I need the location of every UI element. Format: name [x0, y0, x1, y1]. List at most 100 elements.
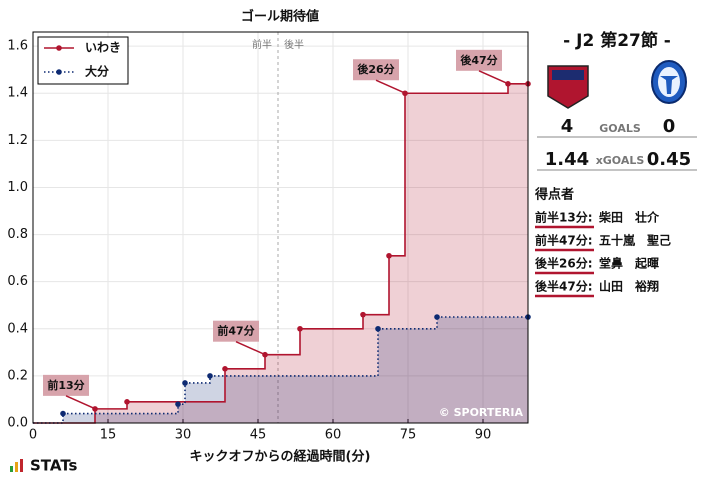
marker — [92, 406, 98, 412]
y-tick-label: 0.2 — [7, 368, 28, 383]
y-tick-label: 0.4 — [7, 321, 28, 336]
annotation-label: 後26分 — [357, 62, 394, 76]
area-step — [95, 408, 127, 423]
annotation-box — [43, 374, 89, 396]
y-tick-label: 1.0 — [7, 180, 28, 195]
legend-label: いわき — [85, 41, 121, 55]
step-line — [210, 328, 379, 377]
area-step — [185, 382, 210, 423]
marker — [402, 90, 408, 97]
annotation-arrow — [235, 341, 264, 355]
x-tick-label: 90 — [475, 428, 492, 443]
area-step — [389, 255, 405, 423]
step-line — [265, 328, 301, 356]
scorer-name: 五十嵐 聖己 — [599, 233, 671, 248]
stats-logo-text: STATs — [30, 457, 78, 475]
scorer-time: 前半13分: — [535, 210, 593, 225]
legend-frame — [37, 36, 129, 85]
area-step — [363, 314, 389, 423]
annotation-label: 後47分 — [460, 53, 497, 67]
marker — [207, 373, 213, 379]
chart-title: ゴール期待値 — [241, 9, 319, 25]
annotation-label: 前47分 — [217, 324, 254, 338]
halftime-label: 前半 — [252, 38, 272, 51]
area-step — [225, 368, 265, 423]
away-xgoals: 0.45 — [647, 149, 691, 170]
step-line — [363, 255, 390, 316]
step-line — [178, 382, 186, 405]
y-tick-label: 1.2 — [7, 133, 28, 148]
y-tick-label: 0.8 — [7, 227, 28, 242]
x-tick-label: 45 — [250, 428, 267, 443]
legend-label: 大分 — [85, 64, 109, 79]
area-step — [127, 401, 225, 423]
y-tick-label: 0.0 — [7, 416, 28, 431]
annotation-arrow — [65, 395, 94, 409]
annotation-box — [213, 320, 259, 342]
legend-marker — [56, 45, 62, 51]
step-line — [225, 354, 266, 370]
marker — [360, 311, 366, 318]
area-step — [378, 328, 437, 423]
goals-label: GOALS — [599, 122, 641, 135]
x-tick-label: 60 — [325, 428, 342, 443]
marker — [60, 410, 66, 417]
marker — [182, 380, 188, 386]
marker — [124, 399, 130, 405]
x-tick-label: 30 — [175, 428, 192, 443]
y-tick-label: 0.6 — [7, 274, 28, 289]
marker — [386, 252, 392, 259]
x-tick-label: 15 — [100, 428, 117, 443]
home-xgoals: 1.44 — [545, 149, 589, 170]
y-tick-label: 1.6 — [7, 39, 28, 54]
home-goals: 4 — [561, 116, 574, 137]
step-line — [405, 83, 509, 95]
home-logo — [547, 65, 589, 109]
scorer-time: 前半47分: — [535, 233, 593, 248]
scorer-name: 柴田 壮介 — [598, 210, 660, 225]
area-step — [63, 413, 178, 423]
stats-logo: STATs — [10, 457, 78, 475]
scorer-time: 後半26分: — [535, 256, 593, 271]
marker — [375, 325, 381, 332]
scorer-name: 堂鼻 起暉 — [599, 256, 659, 271]
scorer-time: 後半47分: — [535, 279, 593, 294]
area-step — [210, 375, 378, 423]
step-line — [33, 413, 64, 424]
x-axis-label: キックオフからの経過時間(分) — [190, 449, 371, 465]
plot-frame — [32, 31, 529, 424]
step-line — [389, 93, 406, 257]
annotation-box — [456, 49, 502, 71]
y-tick-label: 1.4 — [7, 86, 28, 101]
plot-area: 0.0 0.2 0.4 0.6 0.8 1.0 1.2 1.4 1.6 0 15 30 45 60 75 90… — [7, 31, 531, 443]
area-step — [265, 354, 300, 423]
scorers-title: 得点者 — [534, 187, 574, 203]
step-line — [127, 368, 226, 403]
x-tick-label: 0 — [29, 428, 37, 443]
marker — [175, 401, 181, 407]
area-step — [508, 83, 528, 423]
area-step — [405, 93, 508, 423]
marker — [505, 81, 511, 87]
annotation-label: 前13分 — [47, 378, 84, 392]
area-step — [437, 317, 528, 423]
marker — [262, 351, 268, 358]
step-line — [63, 404, 179, 415]
legend-marker — [56, 69, 62, 75]
annotation-arrow — [375, 79, 404, 93]
step-line — [185, 375, 211, 384]
xgoals-label: xGOALS — [596, 154, 645, 167]
annotation-arrow — [478, 70, 507, 84]
match-title: - J2 第27節 - — [563, 30, 671, 51]
scorer-name: 山田 裕翔 — [599, 279, 659, 294]
away-goals: 0 — [663, 116, 676, 137]
marker — [297, 325, 303, 332]
area-step — [178, 404, 185, 423]
step-line — [300, 314, 364, 330]
watermark: © SPORTERIA — [439, 406, 524, 419]
away-logo — [651, 60, 687, 104]
marker — [434, 314, 440, 320]
